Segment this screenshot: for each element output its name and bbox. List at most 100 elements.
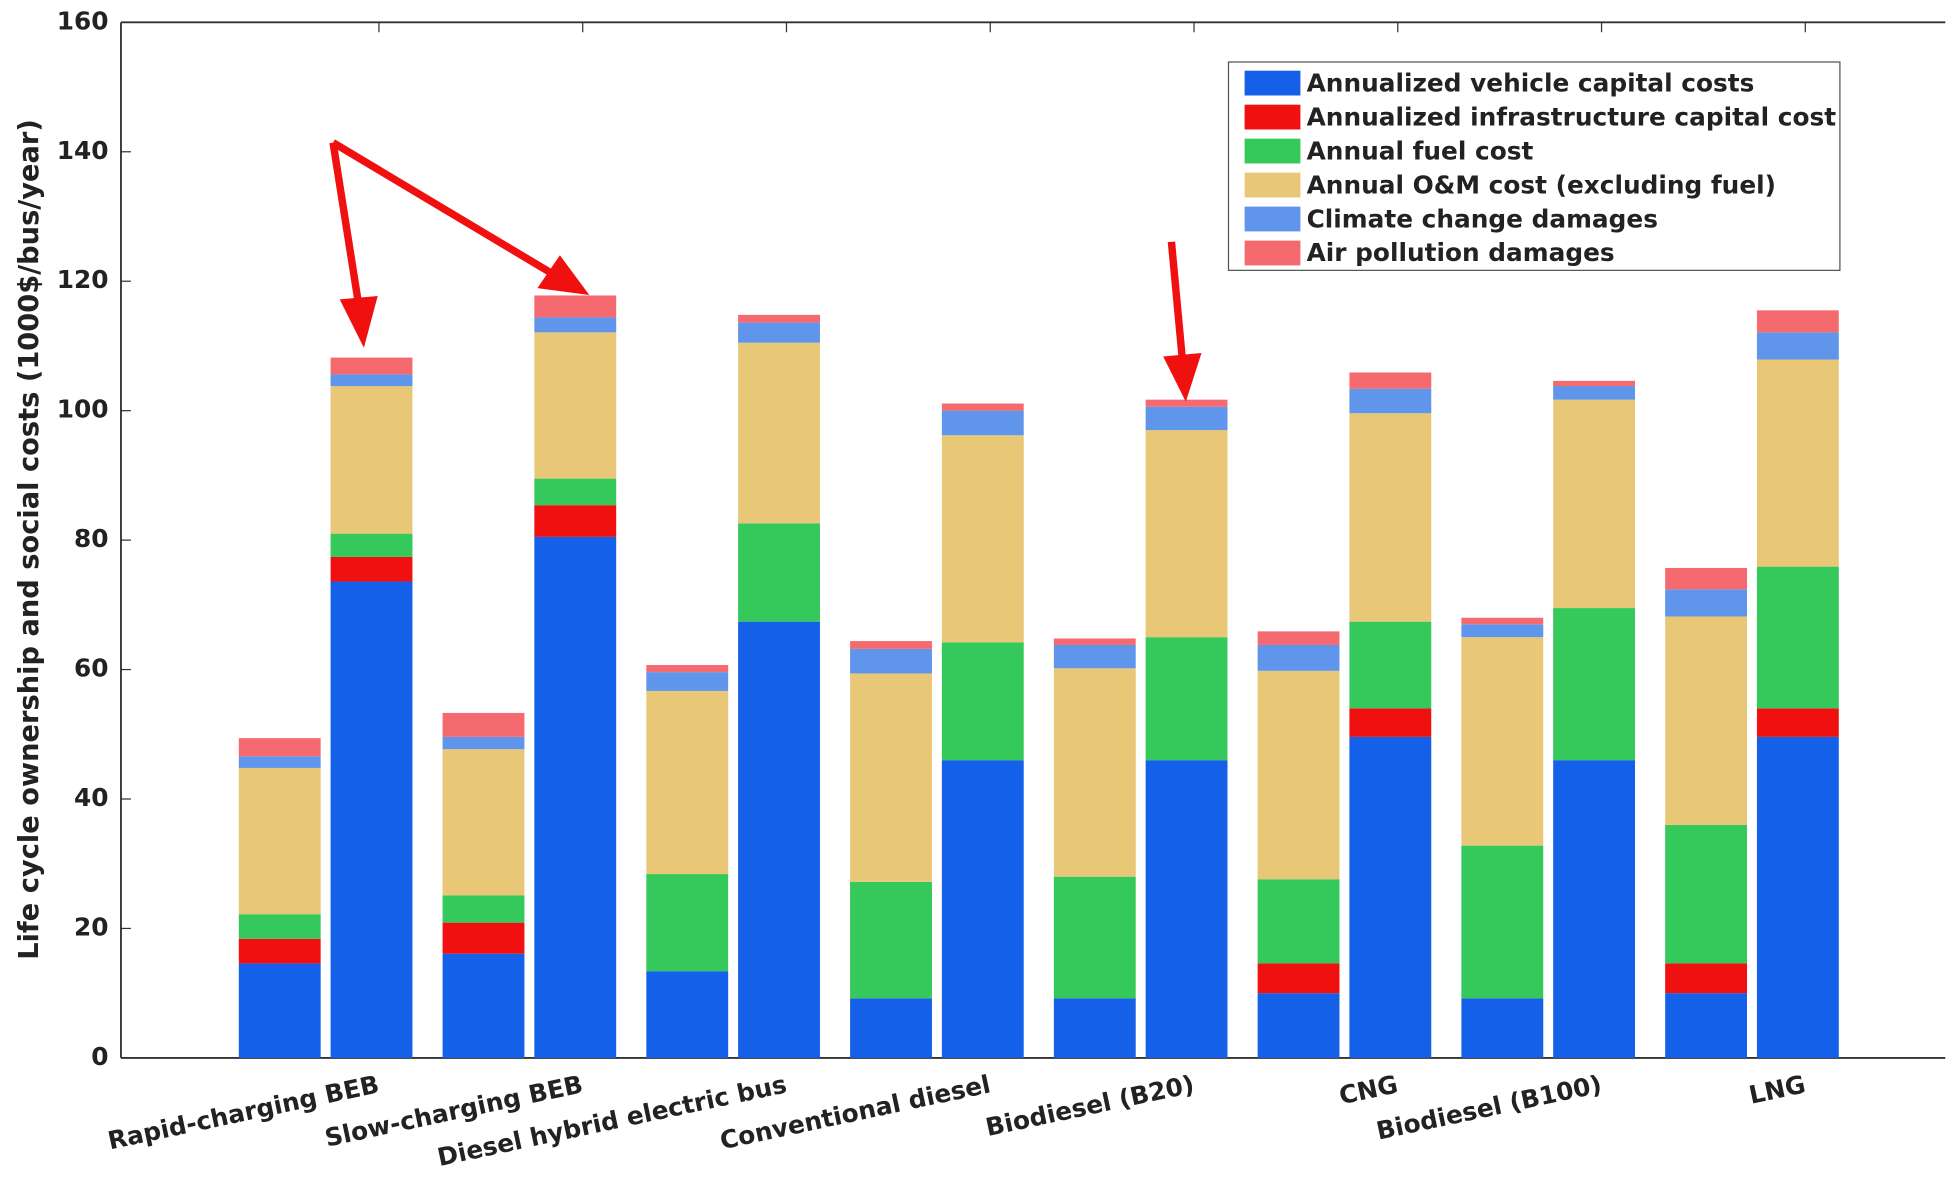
bar-segment [442, 749, 525, 896]
bar-segment [1756, 736, 1839, 1058]
bar-segment [1145, 760, 1228, 1058]
bar-segment [534, 505, 617, 537]
bar-segment [738, 621, 820, 1058]
legend-box [1227, 61, 1841, 271]
bar-segment [1461, 998, 1544, 1058]
legend-swatch [1244, 172, 1301, 198]
bar-segment [330, 374, 413, 387]
bar-segment [1461, 617, 1544, 625]
annotation-arrows [329, 139, 1202, 402]
bar-segment [1756, 310, 1839, 333]
legend-label: Air pollution damages [1307, 238, 1615, 267]
bar-segment [1053, 876, 1136, 999]
bar-segment [534, 536, 617, 1058]
legend-swatch [1244, 70, 1301, 96]
bar-segment [646, 874, 729, 972]
bar-segment [646, 971, 729, 1058]
bar-segment [941, 642, 1024, 761]
bar-segment [738, 342, 820, 524]
bar-segment [1349, 621, 1432, 709]
bar-segment [1665, 824, 1748, 964]
y-tick-label: 160 [57, 6, 109, 35]
y-tick-label: 140 [57, 136, 109, 165]
bar-segment [850, 881, 932, 999]
bar-segment [1257, 993, 1340, 1058]
bar-segment [1349, 736, 1432, 1058]
bar-segment [1257, 963, 1340, 994]
bar-segment [1461, 624, 1544, 638]
bar-segment [238, 767, 321, 915]
bar-segment [330, 357, 413, 375]
bar-segment [1461, 637, 1544, 846]
bar-segment [1145, 406, 1228, 431]
bar-segment [442, 895, 525, 923]
bar-segment [1553, 608, 1636, 761]
bar-segment [1349, 388, 1432, 414]
bar-segment [1053, 998, 1136, 1058]
bar-segment [1665, 993, 1748, 1058]
bar-segment [1053, 644, 1136, 669]
bar-segment [534, 295, 617, 318]
bar-segment [1756, 359, 1839, 567]
bar-segment [941, 435, 1024, 643]
bar-segment [1349, 372, 1432, 389]
bar-segment [646, 672, 729, 691]
bar-segment [941, 760, 1024, 1058]
bar-segment [1553, 380, 1636, 387]
bar-segment [330, 533, 413, 557]
bar-segment [442, 736, 525, 750]
y-tick-label: 20 [74, 912, 109, 941]
bar-segment [1665, 589, 1748, 617]
bar-segment [534, 332, 617, 479]
x-tick-label: Biodiesel (B100) [1374, 1070, 1605, 1146]
bar-segment [238, 938, 321, 964]
bar-segment [850, 673, 932, 882]
bar-segment [1553, 399, 1636, 609]
legend-swatch [1244, 206, 1301, 232]
bar-segment [646, 690, 729, 875]
bar-segment [850, 998, 932, 1058]
arrow-head [1163, 352, 1202, 402]
legend-swatch [1244, 104, 1301, 130]
arrow [331, 139, 557, 279]
legend-swatch [1244, 240, 1301, 266]
bar-segment [1756, 566, 1839, 709]
bar-segment [1349, 413, 1432, 622]
y-tick-label: 40 [74, 783, 109, 812]
x-tick-label: Diesel hybrid electric bus [435, 1070, 789, 1172]
bar-segment [1145, 399, 1228, 407]
arrow [1167, 241, 1187, 363]
bar-segment [330, 386, 413, 534]
y-tick-label: 60 [74, 654, 109, 683]
legend-label: Annual fuel cost [1307, 136, 1534, 165]
bar-segment [1257, 670, 1340, 880]
legend-label: Annual O&M cost (excluding fuel) [1307, 170, 1776, 199]
bar-segment [738, 523, 820, 622]
bar-segment [1553, 386, 1636, 400]
bar-segment [1145, 430, 1228, 638]
bar-segment [1461, 845, 1544, 999]
arrow-head [537, 255, 590, 296]
legend-label: Annualized vehicle capital costs [1307, 68, 1755, 97]
y-tick-label: 0 [91, 1042, 108, 1071]
bar-segment [238, 756, 321, 768]
bar-segment [238, 914, 321, 939]
bar-segment [330, 556, 413, 582]
y-axis-label: Life cycle ownership and social costs (1… [14, 119, 45, 960]
bar-segment [850, 648, 932, 674]
x-tick-label: CNG [1336, 1070, 1400, 1111]
bar-segment [1756, 332, 1839, 360]
bar-segment [1257, 631, 1340, 645]
bar-segment [646, 665, 729, 673]
bar-segment [534, 317, 617, 333]
bar-segment [1665, 567, 1748, 590]
bar-segment [1665, 963, 1748, 994]
bar-segment [1553, 760, 1636, 1058]
bar-segment [850, 641, 932, 649]
bar-segment [941, 403, 1024, 411]
bar-segment [442, 712, 525, 737]
y-tick-label: 80 [74, 524, 109, 553]
arrow-head [339, 295, 378, 348]
bar-segment [1349, 708, 1432, 737]
